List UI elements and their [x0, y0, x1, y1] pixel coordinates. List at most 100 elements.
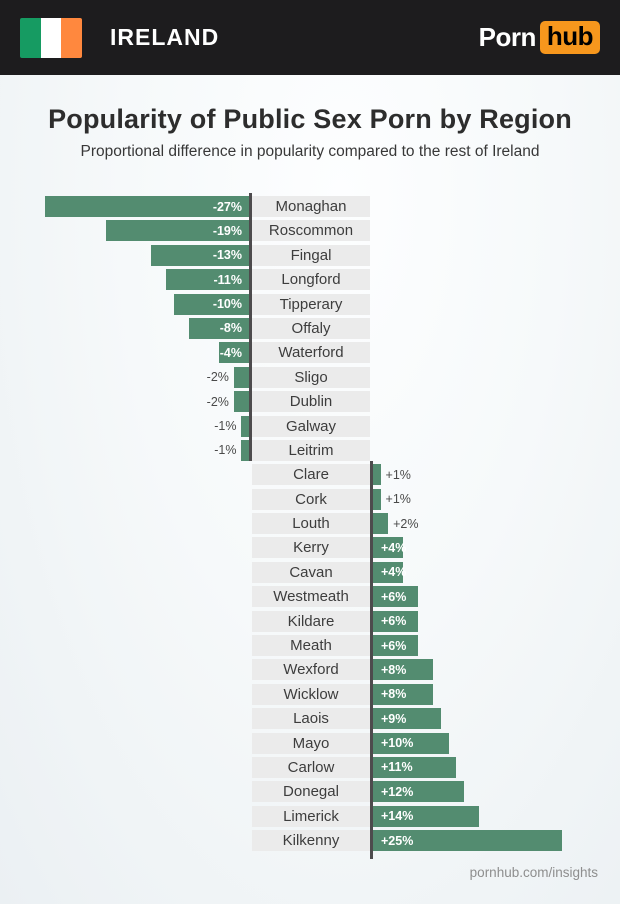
region-label: Offaly — [252, 317, 370, 339]
region-label: Kerry — [252, 537, 370, 559]
value-label: -13% — [212, 248, 242, 263]
value-bar: +14% — [373, 805, 479, 827]
value-bar: -10% — [173, 293, 249, 315]
value-bar: +12% — [373, 781, 464, 803]
chart-row: -13% Fingal — [0, 244, 620, 266]
chart-row: Louth +2% — [0, 513, 620, 535]
chart-row: Kerry +4% — [0, 537, 620, 559]
chart-row: Wexford +8% — [0, 659, 620, 681]
chart-row: -10% Tipperary — [0, 293, 620, 315]
value-label: +8% — [381, 662, 407, 677]
value-label: -8% — [219, 321, 242, 336]
value-bar: +6% — [373, 610, 419, 632]
region-label: Galway — [252, 415, 370, 437]
chart-rows: -27% Monaghan -19% Roscommon -13% Fingal -11% L… — [0, 196, 620, 852]
value-bar: +8% — [373, 659, 434, 681]
chart-row: -19% Roscommon — [0, 220, 620, 242]
value-bar: -4% — [218, 342, 249, 364]
chart-row: Donegal +12% — [0, 781, 620, 803]
region-label: Laois — [252, 708, 370, 730]
value-label: +6% — [381, 589, 407, 604]
region-label: Wicklow — [252, 683, 370, 705]
chart-row: -8% Offaly — [0, 317, 620, 339]
chart-row: -27% Monaghan — [0, 196, 620, 217]
chart-row: Limerick +14% — [0, 805, 620, 827]
value-label: +6% — [381, 638, 407, 653]
diverging-bar-chart: -27% Monaghan -19% Roscommon -13% Fingal -11% L… — [0, 193, 620, 859]
chart-row: -1% Galway — [0, 415, 620, 437]
value-bar — [373, 488, 381, 510]
region-label: Cork — [252, 488, 370, 510]
page-subtitle: Proportional difference in popularity co… — [80, 143, 540, 160]
region-label: Meath — [252, 635, 370, 657]
chart-row: -1% Leitrim — [0, 439, 620, 461]
chart-row: Meath +6% — [0, 635, 620, 657]
country-label: IRELAND — [110, 24, 220, 50]
positive-axis-line — [370, 461, 373, 859]
region-label: Longford — [252, 269, 370, 291]
value-label: +8% — [381, 687, 407, 702]
value-label: +11% — [381, 760, 413, 775]
value-bar: +10% — [373, 732, 449, 754]
value-bar: +11% — [373, 756, 457, 778]
region-label: Louth — [252, 513, 370, 535]
region-label: Westmeath — [252, 586, 370, 608]
value-bar: +4% — [373, 537, 407, 559]
value-bar — [373, 513, 389, 535]
region-label: Fingal — [252, 244, 370, 266]
region-label: Kilkenny — [252, 830, 370, 852]
region-label: Sligo — [252, 366, 370, 388]
footer-credit: pornhub.com/insights — [469, 865, 598, 881]
flag-stripe-green — [20, 17, 41, 58]
region-label: Carlow — [252, 756, 370, 778]
value-bar: -27% — [45, 196, 249, 217]
region-label: Kildare — [252, 610, 370, 632]
value-bar: +4% — [373, 561, 407, 583]
value-bar: -8% — [188, 317, 249, 339]
value-label: -19% — [212, 223, 242, 238]
value-label: +4% — [381, 565, 407, 580]
flag-stripe-orange — [61, 17, 82, 58]
header-bar: IRELAND Porn hub — [0, 0, 620, 75]
value-bar: +9% — [373, 708, 441, 730]
value-bar — [233, 391, 249, 413]
region-label: Roscommon — [252, 220, 370, 242]
value-label: +12% — [381, 784, 414, 799]
region-label: Wexford — [252, 659, 370, 681]
chart-row: Westmeath +6% — [0, 586, 620, 608]
chart-row: Cavan +4% — [0, 561, 620, 583]
value-label: -10% — [212, 297, 242, 312]
value-label: +10% — [381, 736, 414, 751]
region-label: Waterford — [252, 342, 370, 364]
value-bar: +6% — [373, 635, 419, 657]
value-label: -2% — [206, 370, 229, 385]
chart-row: Clare +1% — [0, 464, 620, 486]
value-label: +9% — [381, 711, 407, 726]
value-bar: -13% — [150, 244, 249, 266]
region-label: Dublin — [252, 391, 370, 413]
value-label: -11% — [213, 272, 243, 287]
region-label: Clare — [252, 464, 370, 486]
chart-row: Kilkenny +25% — [0, 830, 620, 852]
value-bar — [373, 464, 381, 486]
region-label: Tipperary — [252, 293, 370, 315]
value-label: +1% — [385, 492, 411, 507]
chart-row: Kildare +6% — [0, 610, 620, 632]
value-label: +4% — [381, 540, 407, 555]
value-label: +2% — [393, 516, 419, 531]
value-bar: +6% — [373, 586, 419, 608]
value-label: -2% — [206, 394, 229, 409]
value-label: -27% — [212, 199, 242, 214]
logo-text-hub: hub — [539, 21, 600, 54]
value-bar: -11% — [165, 269, 249, 291]
value-bar: -19% — [105, 220, 249, 242]
chart-row: Cork +1% — [0, 488, 620, 510]
chart-row: Wicklow +8% — [0, 683, 620, 705]
value-label: +1% — [385, 467, 411, 482]
value-bar — [241, 439, 249, 461]
chart-row: -2% Sligo — [0, 366, 620, 388]
value-bar — [241, 415, 249, 437]
chart-row: -11% Longford — [0, 269, 620, 291]
chart-row: Laois +9% — [0, 708, 620, 730]
pornhub-logo: Porn hub — [479, 21, 600, 54]
